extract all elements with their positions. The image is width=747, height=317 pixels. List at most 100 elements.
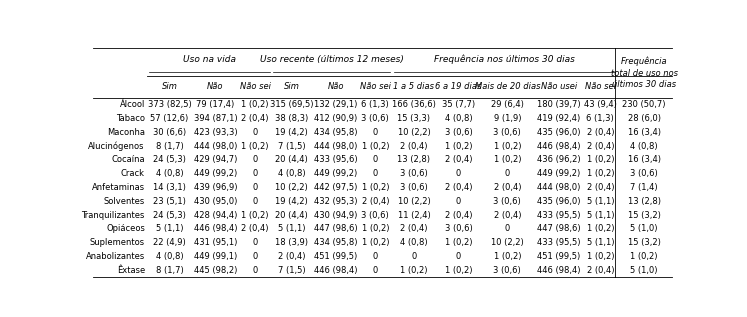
Text: Álcool: Álcool (120, 100, 145, 109)
Text: 43 (9,4): 43 (9,4) (584, 100, 617, 109)
Text: 394 (87,1): 394 (87,1) (193, 114, 238, 123)
Text: 4 (0,8): 4 (0,8) (155, 252, 183, 261)
Text: 449 (99,2): 449 (99,2) (193, 169, 237, 178)
Text: 3 (0,6): 3 (0,6) (494, 266, 521, 275)
Text: Suplementos: Suplementos (90, 238, 145, 247)
Text: Anfetaminas: Anfetaminas (92, 183, 145, 192)
Text: 20 (4,4): 20 (4,4) (276, 155, 308, 165)
Text: 5 (1,1): 5 (1,1) (586, 238, 614, 247)
Text: 435 (96,0): 435 (96,0) (537, 128, 580, 137)
Text: 430 (95,0): 430 (95,0) (193, 197, 237, 206)
Text: 423 (93,3): 423 (93,3) (193, 128, 238, 137)
Text: 0: 0 (505, 224, 510, 233)
Text: 0: 0 (252, 155, 258, 165)
Text: Maconha: Maconha (107, 128, 145, 137)
Text: 429 (94,7): 429 (94,7) (193, 155, 237, 165)
Text: 1 (0,2): 1 (0,2) (586, 155, 614, 165)
Text: 3 (0,6): 3 (0,6) (494, 128, 521, 137)
Text: 7 (1,5): 7 (1,5) (278, 266, 306, 275)
Text: Uso na vida: Uso na vida (183, 55, 236, 64)
Text: 6 (1,3): 6 (1,3) (362, 100, 389, 109)
Text: 22 (4,9): 22 (4,9) (153, 238, 186, 247)
Text: 13 (2,8): 13 (2,8) (627, 197, 660, 206)
Text: 3 (0,6): 3 (0,6) (362, 114, 389, 123)
Text: 5 (1,1): 5 (1,1) (156, 224, 183, 233)
Text: 3 (0,6): 3 (0,6) (444, 128, 472, 137)
Text: 447 (98,6): 447 (98,6) (314, 224, 357, 233)
Text: 442 (97,5): 442 (97,5) (314, 183, 357, 192)
Text: Não sei: Não sei (360, 82, 391, 91)
Text: 20 (4,4): 20 (4,4) (276, 210, 308, 220)
Text: 38 (8,3): 38 (8,3) (275, 114, 309, 123)
Text: 5 (1,0): 5 (1,0) (630, 266, 658, 275)
Text: Uso recente (últimos 12 meses): Uso recente (últimos 12 meses) (260, 55, 403, 64)
Text: 419 (92,4): 419 (92,4) (537, 114, 580, 123)
Text: 373 (82,5): 373 (82,5) (148, 100, 191, 109)
Text: 15 (3,3): 15 (3,3) (397, 114, 430, 123)
Text: 0: 0 (456, 169, 461, 178)
Text: 1 (0,2): 1 (0,2) (445, 142, 472, 151)
Text: 1 (0,2): 1 (0,2) (362, 238, 389, 247)
Text: 444 (98,0): 444 (98,0) (193, 142, 237, 151)
Text: Frequência
total de uso nos
últimos 30 dias: Frequência total de uso nos últimos 30 d… (610, 57, 678, 89)
Text: 24 (5,3): 24 (5,3) (153, 210, 186, 220)
Text: 10 (2,2): 10 (2,2) (491, 238, 524, 247)
Text: 79 (17,4): 79 (17,4) (196, 100, 235, 109)
Text: 2 (0,4): 2 (0,4) (362, 197, 389, 206)
Text: 2 (0,4): 2 (0,4) (586, 183, 614, 192)
Text: 4 (0,8): 4 (0,8) (155, 169, 183, 178)
Text: 0: 0 (252, 169, 258, 178)
Text: 1 (0,2): 1 (0,2) (445, 238, 472, 247)
Text: 4 (0,8): 4 (0,8) (400, 238, 428, 247)
Text: 0: 0 (373, 128, 378, 137)
Text: 444 (98,0): 444 (98,0) (314, 142, 357, 151)
Text: 0: 0 (252, 252, 258, 261)
Text: 3 (0,6): 3 (0,6) (444, 224, 472, 233)
Text: 4 (0,8): 4 (0,8) (444, 114, 472, 123)
Text: 0: 0 (252, 238, 258, 247)
Text: 15 (3,2): 15 (3,2) (627, 238, 660, 247)
Text: 451 (99,5): 451 (99,5) (314, 252, 357, 261)
Text: Não: Não (327, 82, 344, 91)
Text: 18 (3,9): 18 (3,9) (275, 238, 309, 247)
Text: Cocaína: Cocaína (111, 155, 145, 165)
Text: 433 (95,6): 433 (95,6) (314, 155, 357, 165)
Text: 19 (4,2): 19 (4,2) (276, 197, 308, 206)
Text: 5 (1,0): 5 (1,0) (630, 224, 658, 233)
Text: 4 (0,8): 4 (0,8) (630, 142, 658, 151)
Text: 1 (0,2): 1 (0,2) (494, 252, 521, 261)
Text: 4 (0,8): 4 (0,8) (278, 169, 306, 178)
Text: 3 (0,6): 3 (0,6) (362, 210, 389, 220)
Text: 35 (7,7): 35 (7,7) (442, 100, 475, 109)
Text: 2 (0,4): 2 (0,4) (445, 183, 472, 192)
Text: 0: 0 (252, 266, 258, 275)
Text: 2 (0,4): 2 (0,4) (241, 114, 269, 123)
Text: 1 (0,2): 1 (0,2) (362, 224, 389, 233)
Text: 431 (95,1): 431 (95,1) (193, 238, 237, 247)
Text: Sim: Sim (284, 82, 300, 91)
Text: 0: 0 (373, 155, 378, 165)
Text: 449 (99,2): 449 (99,2) (314, 169, 357, 178)
Text: 433 (95,5): 433 (95,5) (537, 238, 580, 247)
Text: 16 (3,4): 16 (3,4) (627, 155, 660, 165)
Text: 2 (0,4): 2 (0,4) (445, 155, 472, 165)
Text: 432 (95,3): 432 (95,3) (314, 197, 357, 206)
Text: Não sei: Não sei (240, 82, 270, 91)
Text: 57 (12,6): 57 (12,6) (150, 114, 189, 123)
Text: 435 (96,0): 435 (96,0) (537, 197, 580, 206)
Text: 6 a 19 dias: 6 a 19 dias (436, 82, 482, 91)
Text: 132 (29,1): 132 (29,1) (314, 100, 357, 109)
Text: 180 (39,7): 180 (39,7) (537, 100, 580, 109)
Text: 1 a 5 dias: 1 a 5 dias (394, 82, 435, 91)
Text: 434 (95,8): 434 (95,8) (314, 128, 357, 137)
Text: 436 (96,2): 436 (96,2) (537, 155, 580, 165)
Text: 2 (0,4): 2 (0,4) (586, 142, 614, 151)
Text: 7 (1,5): 7 (1,5) (278, 142, 306, 151)
Text: 5 (1,1): 5 (1,1) (586, 210, 614, 220)
Text: 0: 0 (252, 197, 258, 206)
Text: 23 (5,1): 23 (5,1) (153, 197, 186, 206)
Text: 2 (0,4): 2 (0,4) (586, 128, 614, 137)
Text: 2 (0,4): 2 (0,4) (494, 210, 521, 220)
Text: Não sei: Não sei (585, 82, 616, 91)
Text: 444 (98,0): 444 (98,0) (537, 183, 580, 192)
